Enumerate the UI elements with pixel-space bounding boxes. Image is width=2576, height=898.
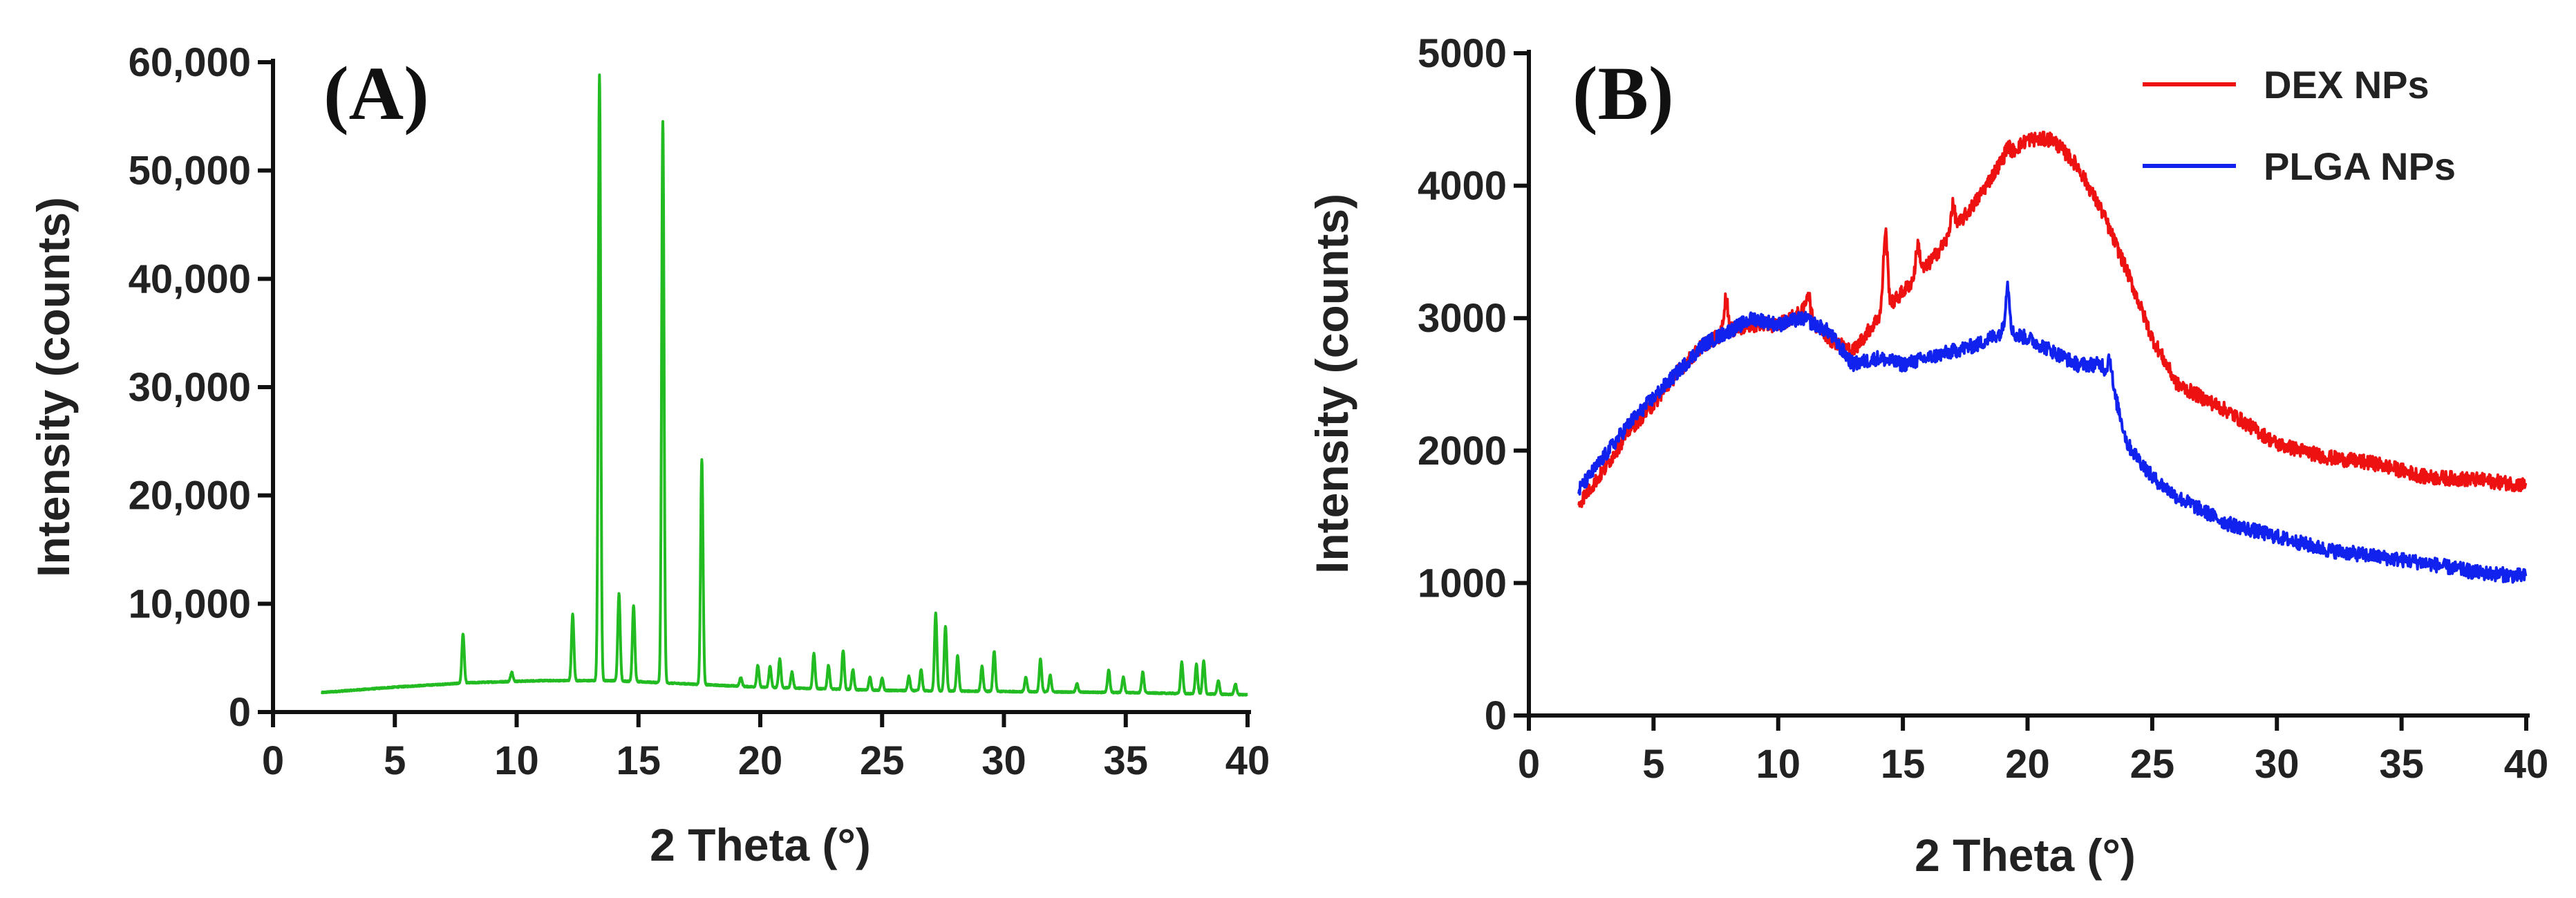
y-tick-label: 5000 <box>1418 31 1507 76</box>
x-tick-label: 10 <box>494 738 539 783</box>
y-tick-label: 3000 <box>1418 296 1507 341</box>
panel-a-xrd-dex: (A) 0 10,000 20,000 30,000 40,000 50,000 60,00… <box>28 40 1270 870</box>
x-tick-label: 35 <box>1103 738 1148 783</box>
x-tick-label: 20 <box>2005 742 2050 787</box>
x-tick-label: 10 <box>1756 742 1801 787</box>
legend-label-plga-nps: PLGA NPs <box>2264 144 2456 188</box>
y-tick-label: 2000 <box>1418 429 1507 474</box>
y-axis-ticks: 0 1000 2000 3000 4000 5000 <box>1418 31 1529 738</box>
y-tick-label: 40,000 <box>129 256 251 301</box>
panel-b-xrd-nps: (B) 0 1000 2000 3000 4000 5000 0 5 10 15 20 25 30 35… <box>1306 31 2548 881</box>
x-tick-label: 40 <box>1225 738 1270 783</box>
x-tick-label: 20 <box>738 738 783 783</box>
x-axis-ticks: 0 5 10 15 20 25 30 35 40 <box>1518 715 2548 787</box>
series-line-dex-nps <box>1577 131 2528 508</box>
y-tick-label: 1000 <box>1418 561 1507 606</box>
y-axis-title: Intensity (counts) <box>28 197 79 577</box>
y-axis-ticks: 0 10,000 20,000 30,000 40,000 50,000 60,000 <box>129 40 273 735</box>
series-line-plga-nps <box>1577 280 2528 584</box>
x-tick-label: 15 <box>1881 742 1926 787</box>
x-tick-label: 40 <box>2504 742 2549 787</box>
x-tick-label: 5 <box>384 738 406 783</box>
x-axis-title: 2 Theta (°) <box>650 819 871 870</box>
y-tick-label: 30,000 <box>129 365 251 410</box>
x-axis-ticks: 0 5 10 15 20 25 30 35 40 <box>262 712 1270 783</box>
y-tick-label: 0 <box>229 690 251 735</box>
y-tick-label: 4000 <box>1418 164 1507 209</box>
y-axis-title: Intensity (counts) <box>1306 194 1357 574</box>
panel-a-label: (A) <box>323 51 429 135</box>
x-tick-label: 25 <box>2130 742 2175 787</box>
y-tick-label: 10,000 <box>129 581 251 626</box>
y-tick-label: 0 <box>1485 693 1507 738</box>
y-tick-label: 60,000 <box>129 40 251 85</box>
x-tick-label: 35 <box>2379 742 2424 787</box>
legend: DEX NPs PLGA NPs <box>2143 63 2456 188</box>
panel-b-label: (B) <box>1572 51 1674 135</box>
x-tick-label: 30 <box>981 738 1026 783</box>
y-tick-label: 50,000 <box>129 149 251 194</box>
y-tick-label: 20,000 <box>129 474 251 518</box>
x-tick-label: 15 <box>616 738 661 783</box>
x-axis-title: 2 Theta (°) <box>1915 830 2136 881</box>
series-line-dex <box>320 73 1249 697</box>
x-tick-label: 30 <box>2255 742 2300 787</box>
x-tick-label: 25 <box>860 738 905 783</box>
x-tick-label: 5 <box>1642 742 1664 787</box>
x-tick-label: 0 <box>262 738 284 783</box>
legend-label-dex-nps: DEX NPs <box>2264 63 2429 106</box>
x-tick-label: 0 <box>1518 742 1540 787</box>
